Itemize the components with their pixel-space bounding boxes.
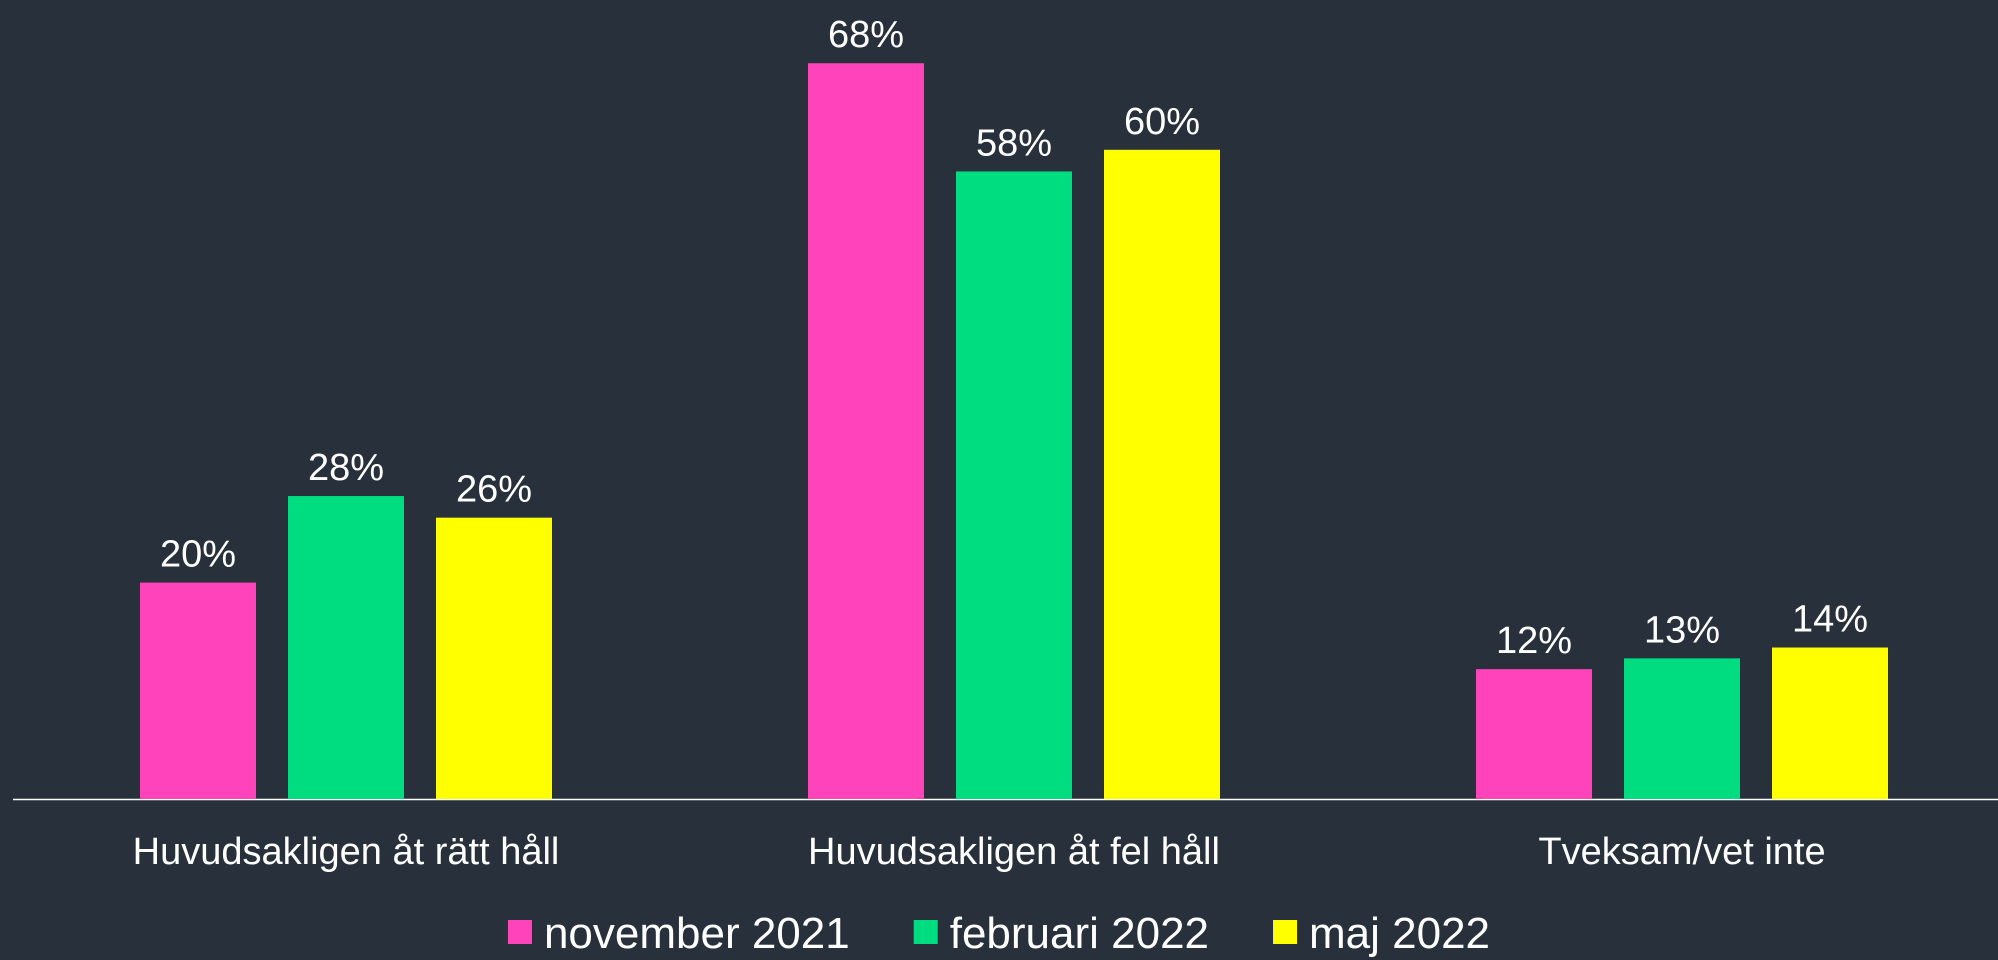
bar xyxy=(436,517,552,799)
data-label: 60% xyxy=(1124,101,1200,143)
data-label: 28% xyxy=(308,447,384,489)
bar xyxy=(1104,149,1220,800)
legend-swatch xyxy=(507,920,532,944)
data-label: 13% xyxy=(1644,609,1720,651)
x-tick-label: Huvudsakligen åt fel håll xyxy=(808,831,1220,873)
data-label: 20% xyxy=(160,534,236,576)
bar xyxy=(288,496,404,799)
data-label: 26% xyxy=(456,469,532,511)
data-label: 12% xyxy=(1496,620,1572,662)
legend-label: februari 2022 xyxy=(950,909,1209,958)
bar xyxy=(956,171,1072,799)
bar xyxy=(1772,647,1888,799)
x-tick-label: Tveksam/vet inte xyxy=(1538,831,1825,873)
bar xyxy=(808,63,924,800)
legend-label: november 2021 xyxy=(544,909,850,958)
legend-swatch xyxy=(1273,920,1298,944)
legend-label: maj 2022 xyxy=(1309,909,1490,958)
bar xyxy=(140,582,256,799)
legend-swatch xyxy=(913,920,938,944)
data-label: 58% xyxy=(976,122,1052,164)
x-tick-label: Huvudsakligen åt rätt håll xyxy=(133,831,560,873)
data-label: 68% xyxy=(828,14,904,56)
bar xyxy=(1624,658,1740,799)
data-label: 14% xyxy=(1792,599,1868,641)
bar xyxy=(1476,669,1592,799)
